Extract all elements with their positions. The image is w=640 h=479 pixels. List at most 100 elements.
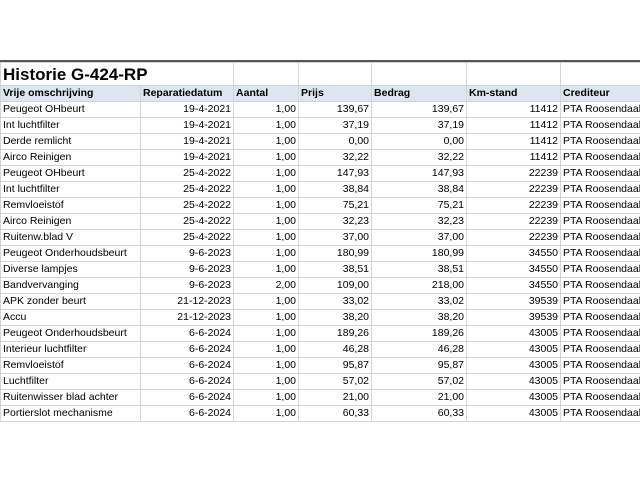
cell[interactable]: Ruitenwisser blad achter	[0, 389, 141, 406]
cell[interactable]: Remvloeistof	[0, 357, 141, 374]
cell[interactable]: 32,22	[298, 149, 373, 166]
cell[interactable]: Peugeot OHbeurt	[0, 101, 141, 118]
cell[interactable]: Int luchtfilter	[0, 181, 141, 198]
cell[interactable]: 1,00	[233, 309, 300, 326]
cell[interactable]: 95,87	[371, 357, 468, 374]
cell[interactable]: PTA Roosendaal	[560, 133, 640, 150]
cell[interactable]: 6-6-2024	[139, 373, 235, 390]
cell[interactable]: 1,00	[233, 133, 300, 150]
cell[interactable]: 38,84	[371, 181, 468, 198]
cell[interactable]: 180,99	[298, 245, 373, 262]
cell[interactable]: Diverse lampjes	[0, 261, 141, 278]
cell[interactable]: 19-4-2021	[139, 133, 235, 150]
cell[interactable]: 25-4-2022	[139, 181, 235, 198]
cell[interactable]: 21-12-2023	[139, 309, 235, 326]
cell[interactable]: APK zonder beurt	[0, 293, 141, 310]
cell[interactable]: 6-6-2024	[139, 341, 235, 358]
cell[interactable]: 22239	[466, 165, 562, 182]
header-cell[interactable]: Aantal	[233, 85, 300, 102]
cell[interactable]: 1,00	[233, 389, 300, 406]
cell[interactable]: 57,02	[298, 373, 373, 390]
cell[interactable]: 46,28	[371, 341, 468, 358]
cell[interactable]: 38,51	[371, 261, 468, 278]
cell[interactable]: 37,00	[371, 229, 468, 246]
cell[interactable]: 11412	[466, 133, 562, 150]
cell[interactable]: 22239	[466, 229, 562, 246]
cell[interactable]: 1,00	[233, 229, 300, 246]
cell[interactable]: 1,00	[233, 341, 300, 358]
cell[interactable]: 1,00	[233, 357, 300, 374]
cell[interactable]: 43005	[466, 357, 562, 374]
cell[interactable]: 37,00	[298, 229, 373, 246]
cell[interactable]: 33,02	[298, 293, 373, 310]
cell[interactable]: 32,23	[298, 213, 373, 230]
cell[interactable]: 75,21	[298, 197, 373, 214]
cell[interactable]: 75,21	[371, 197, 468, 214]
cell[interactable]: Peugeot Onderhoudsbeurt	[0, 245, 141, 262]
cell[interactable]: 25-4-2022	[139, 229, 235, 246]
cell[interactable]: 147,93	[371, 165, 468, 182]
header-cell[interactable]: Vrije omschrijving	[0, 85, 141, 102]
cell[interactable]: 1,00	[233, 293, 300, 310]
cell[interactable]: 11412	[466, 149, 562, 166]
cell[interactable]: Peugeot Onderhoudsbeurt	[0, 325, 141, 342]
cell[interactable]: 1,00	[233, 405, 300, 422]
cell[interactable]: 6-6-2024	[139, 325, 235, 342]
cell[interactable]: PTA Roosendaal	[560, 213, 640, 230]
cell[interactable]: Interieur luchtfilter	[0, 341, 141, 358]
cell[interactable]: 139,67	[298, 101, 373, 118]
cell[interactable]: Airco Reinigen	[0, 149, 141, 166]
cell[interactable]: 34550	[466, 277, 562, 294]
cell[interactable]: 6-6-2024	[139, 357, 235, 374]
cell[interactable]: 9-6-2023	[139, 245, 235, 262]
cell[interactable]: 19-4-2021	[139, 149, 235, 166]
cell[interactable]: 139,67	[371, 101, 468, 118]
cell[interactable]: 32,23	[371, 213, 468, 230]
cell[interactable]: 39539	[466, 293, 562, 310]
cell[interactable]: PTA Roosendaal	[560, 245, 640, 262]
cell[interactable]: 1,00	[233, 261, 300, 278]
cell[interactable]: 9-6-2023	[139, 277, 235, 294]
cell[interactable]: 19-4-2021	[139, 117, 235, 134]
cell[interactable]: 95,87	[298, 357, 373, 374]
cell[interactable]: PTA Roosendaal	[560, 341, 640, 358]
cell[interactable]: 1,00	[233, 181, 300, 198]
cell[interactable]: Airco Reinigen	[0, 213, 141, 230]
cell[interactable]: 25-4-2022	[139, 197, 235, 214]
cell[interactable]: 32,22	[371, 149, 468, 166]
cell[interactable]: 180,99	[371, 245, 468, 262]
header-cell[interactable]: Km-stand	[466, 85, 562, 102]
cell[interactable]: 22239	[466, 181, 562, 198]
cell[interactable]: 22239	[466, 197, 562, 214]
cell[interactable]: 60,33	[371, 405, 468, 422]
cell[interactable]: 43005	[466, 373, 562, 390]
cell[interactable]: 1,00	[233, 373, 300, 390]
cell[interactable]: PTA Roosendaal	[560, 389, 640, 406]
cell[interactable]: Remvloeistof	[0, 197, 141, 214]
cell[interactable]: Luchtfilter	[0, 373, 141, 390]
cell[interactable]: 37,19	[371, 117, 468, 134]
cell[interactable]: 0,00	[298, 133, 373, 150]
header-cell[interactable]: Crediteur	[560, 85, 640, 102]
cell[interactable]: 218,00	[371, 277, 468, 294]
cell[interactable]: 1,00	[233, 165, 300, 182]
cell[interactable]: 9-6-2023	[139, 261, 235, 278]
cell[interactable]: PTA Roosendaal	[560, 261, 640, 278]
cell[interactable]: 25-4-2022	[139, 165, 235, 182]
title-cell[interactable]: Historie G-424-RP	[0, 62, 235, 86]
cell[interactable]: 1,00	[233, 101, 300, 118]
cell[interactable]: 43005	[466, 405, 562, 422]
cell[interactable]: PTA Roosendaal	[560, 309, 640, 326]
cell[interactable]: 0,00	[371, 133, 468, 150]
cell[interactable]: 189,26	[298, 325, 373, 342]
cell[interactable]: 38,51	[298, 261, 373, 278]
cell[interactable]: PTA Roosendaal	[560, 197, 640, 214]
cell[interactable]: PTA Roosendaal	[560, 293, 640, 310]
cell[interactable]: 38,20	[298, 309, 373, 326]
cell[interactable]: 1,00	[233, 117, 300, 134]
cell[interactable]: Peugeot OHbeurt	[0, 165, 141, 182]
cell[interactable]: 34550	[466, 245, 562, 262]
cell[interactable]: 37,19	[298, 117, 373, 134]
cell[interactable]: 25-4-2022	[139, 213, 235, 230]
cell[interactable]: 2,00	[233, 277, 300, 294]
